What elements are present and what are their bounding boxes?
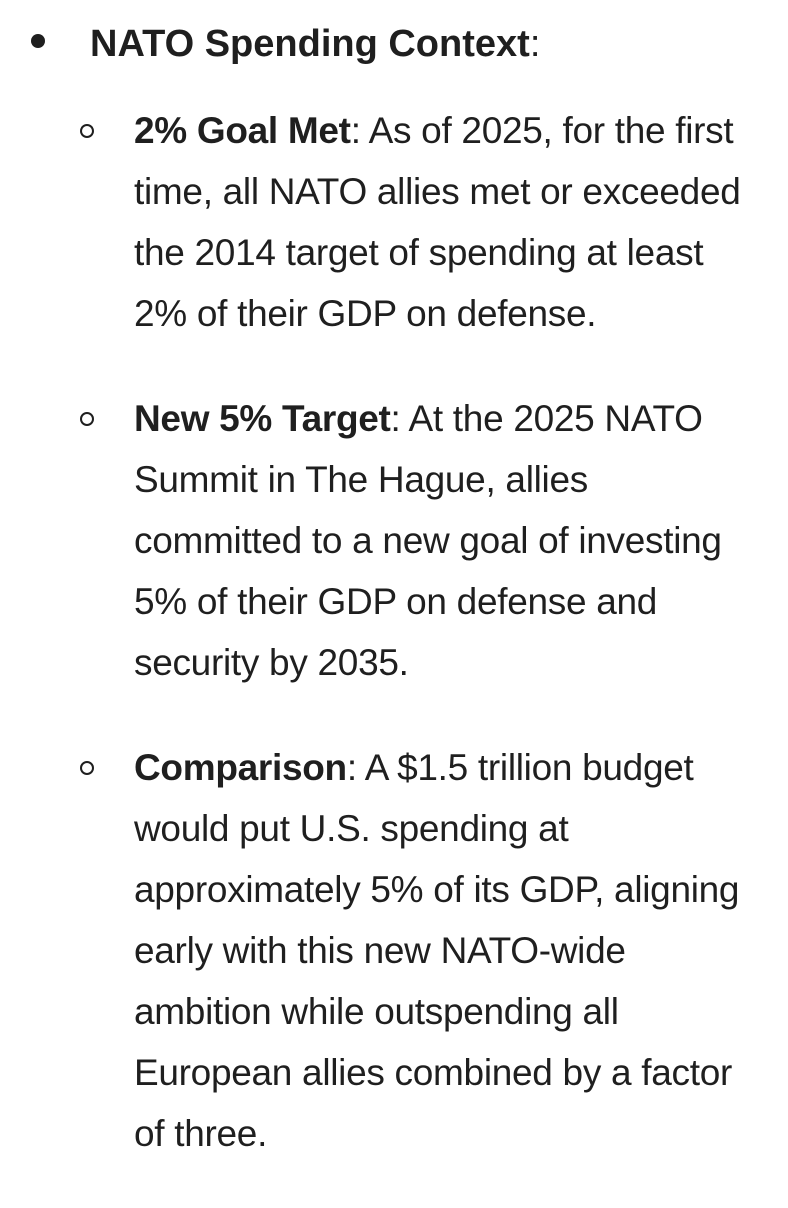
sub-item-paragraph: Comparison: A $1.5 trillion budget would… bbox=[134, 737, 748, 1164]
sub-item-separator: : bbox=[346, 747, 357, 788]
hollow-bullet-icon bbox=[80, 412, 94, 426]
sub-item-term: Comparison bbox=[134, 747, 347, 788]
section-heading-text: NATO Spending Context bbox=[90, 23, 530, 65]
hollow-bullet-icon bbox=[80, 761, 94, 775]
hollow-bullet-icon bbox=[80, 124, 94, 138]
sub-item-paragraph: 2% Goal Met: As of 2025, for the first t… bbox=[134, 100, 748, 344]
section-heading: NATO Spending Context: bbox=[90, 14, 788, 74]
sub-item-paragraph: New 5% Target: At the 2025 NATO Summit i… bbox=[134, 388, 748, 693]
sub-item-separator: : bbox=[350, 110, 361, 151]
sub-item-comparison: Comparison: A $1.5 trillion budget would… bbox=[0, 737, 788, 1164]
sub-item-body: As of 2025, for the first time, all NATO… bbox=[134, 110, 741, 334]
sub-item-2-percent-goal: 2% Goal Met: As of 2025, for the first t… bbox=[0, 100, 788, 344]
sub-item-term: 2% Goal Met bbox=[134, 110, 351, 151]
sub-item-body: A $1.5 trillion budget would put U.S. sp… bbox=[134, 747, 740, 1154]
filled-bullet-icon bbox=[31, 34, 45, 48]
sub-bullet-list: 2% Goal Met: As of 2025, for the first t… bbox=[0, 100, 788, 1208]
sub-item-body: At the 2025 NATO Summit in The Hague, al… bbox=[134, 398, 722, 683]
section-heading-colon: : bbox=[529, 23, 541, 65]
list-item-nato-spending-context: NATO Spending Context: bbox=[0, 0, 788, 74]
sub-item-new-5-percent-target: New 5% Target: At the 2025 NATO Summit i… bbox=[0, 388, 788, 693]
sub-item-term: New 5% Target bbox=[134, 398, 391, 439]
nato-spending-list: NATO Spending Context: bbox=[0, 0, 788, 74]
sub-item-separator: : bbox=[390, 398, 401, 439]
